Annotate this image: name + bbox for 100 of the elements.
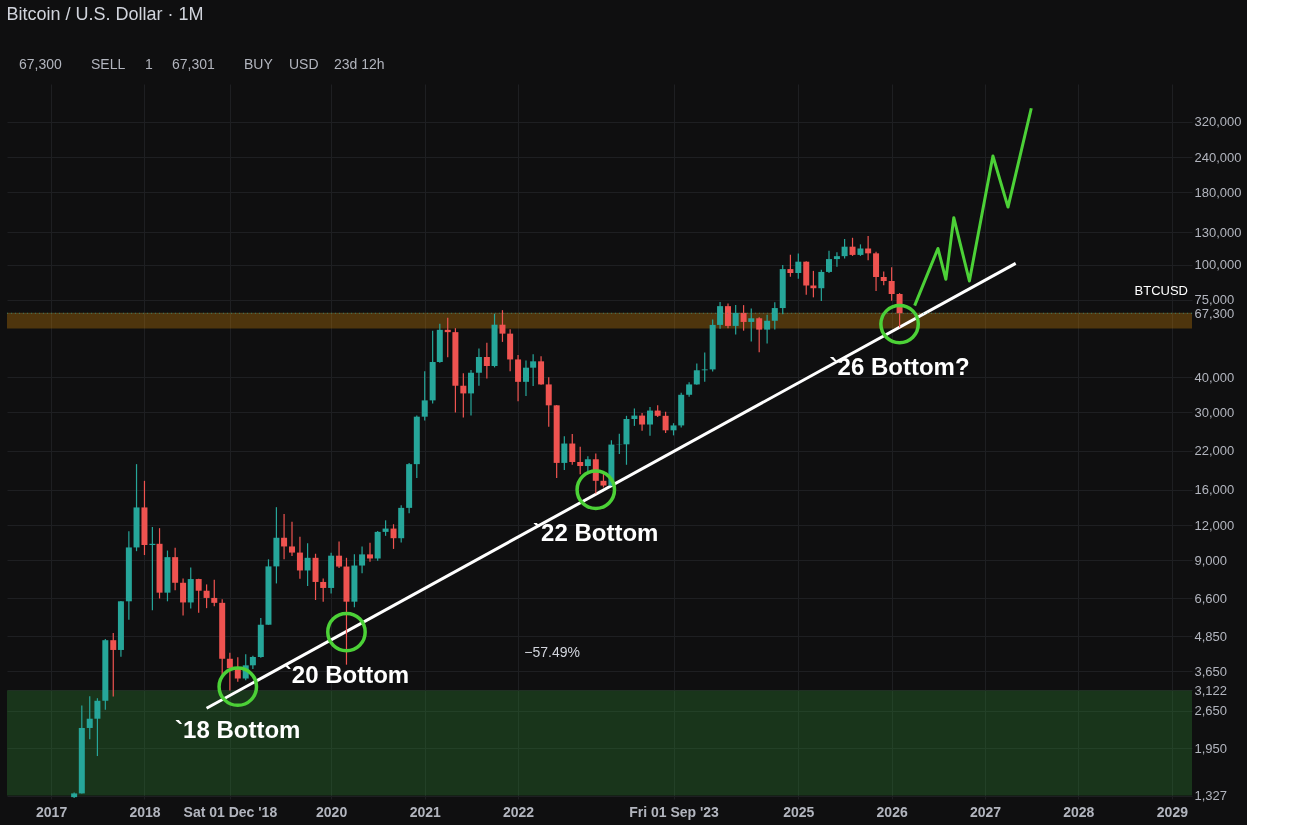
candlestick <box>756 316 763 353</box>
candlestick <box>475 347 482 387</box>
y-tick-label: 22,000 <box>1194 443 1235 459</box>
y-tick-label: 320,000 <box>1194 114 1242 130</box>
y-tick-label: 2,650 <box>1194 703 1228 719</box>
candlestick <box>701 351 708 383</box>
candlestick <box>460 372 467 419</box>
point <box>879 303 921 345</box>
point <box>326 611 367 653</box>
y-tick-label: 9,000 <box>1194 552 1228 568</box>
candlestick <box>483 342 490 379</box>
candlestick <box>561 435 568 471</box>
candlestick <box>421 370 428 421</box>
candlestick <box>515 354 522 402</box>
candlestick <box>818 269 825 302</box>
candlestick <box>390 523 397 550</box>
annotation: `20 Bottom <box>283 661 410 689</box>
y-tick-label: 130,000 <box>1194 224 1242 240</box>
candlestick <box>717 301 724 330</box>
y-tick-label: 12,000 <box>1194 517 1235 533</box>
annotation: `26 Bottom? <box>829 353 970 381</box>
candlestick <box>873 251 880 292</box>
annotation: `22 Bottom <box>533 518 659 546</box>
candlestick <box>187 566 194 610</box>
line-series <box>913 106 1033 308</box>
candlestick <box>616 433 623 455</box>
candlestick <box>289 521 296 557</box>
text: 67,301 <box>172 56 216 72</box>
candlestick <box>211 579 218 607</box>
point <box>575 469 617 511</box>
candlestick <box>359 545 366 574</box>
candlestick <box>203 583 210 609</box>
candlestick <box>888 266 895 302</box>
x-tick-label: 2022 <box>502 803 535 820</box>
candlestick <box>94 697 101 757</box>
x-tick-label: 2017 <box>36 803 68 820</box>
x-tick-label: Fri 01 Sep '23 <box>629 803 720 820</box>
candlestick <box>849 237 856 257</box>
y-tick-label: 40,000 <box>1194 369 1235 385</box>
x-tick-label: 2028 <box>1063 803 1095 820</box>
y-tick-label: 1,327 <box>1194 788 1228 804</box>
candlestick <box>833 251 840 268</box>
candlestick <box>530 353 537 387</box>
ref-line-label: BTCUSD <box>1134 283 1188 299</box>
candlestick <box>538 355 545 386</box>
candlestick <box>787 254 794 278</box>
text: USD <box>289 56 319 72</box>
candlestick <box>577 446 584 475</box>
candlestick <box>826 250 832 274</box>
candlestick <box>725 302 731 329</box>
candlestick <box>771 301 778 331</box>
candlestick <box>740 304 747 332</box>
candlestick <box>296 536 303 580</box>
x-tick-label: 2027 <box>969 803 1002 820</box>
candlestick <box>195 578 202 614</box>
candlestick <box>499 309 506 343</box>
candlestick <box>732 304 739 336</box>
candlestick <box>336 540 343 569</box>
x-tick-label: 2018 <box>129 803 161 820</box>
y-tick-label: 1,950 <box>1194 740 1228 756</box>
candlestick <box>795 252 802 280</box>
annotation: `18 Bottom <box>175 715 301 743</box>
y-tick-label: 240,000 <box>1194 149 1242 165</box>
candlestick <box>841 238 848 260</box>
y-tick-label: 75,000 <box>1194 292 1235 308</box>
y-tick-label: 3,650 <box>1194 663 1228 679</box>
candlestick <box>810 270 817 298</box>
chart-title: Bitcoin / U.S. Dollar · 1M <box>6 4 204 24</box>
y-tick-label: 180,000 <box>1194 184 1242 200</box>
x-tick-label: 2026 <box>876 803 908 820</box>
candlestick <box>367 542 373 563</box>
candlestick <box>320 577 327 603</box>
candlestick <box>865 235 872 261</box>
text: 1 <box>145 56 153 72</box>
text: 67,300 <box>19 56 63 72</box>
text: 23d 12h <box>334 56 385 72</box>
candlestick <box>569 433 576 466</box>
point <box>217 666 259 708</box>
y-tick-label: 16,000 <box>1194 482 1235 498</box>
x-tick-label: 2029 <box>1156 803 1189 820</box>
x-tick-label: 2020 <box>316 803 348 820</box>
candlestick <box>545 376 552 428</box>
y-tick-label: 100,000 <box>1194 257 1242 273</box>
candlestick <box>468 369 474 416</box>
candlestick <box>764 314 771 345</box>
candlestick <box>693 362 700 386</box>
x-tick-label: 2025 <box>783 803 815 820</box>
candlestick <box>304 542 311 587</box>
text: BUY <box>244 56 274 72</box>
y-tick-label: 4,850 <box>1194 628 1228 644</box>
text: SELL <box>91 56 126 72</box>
candlestick <box>803 260 810 296</box>
y-tick-label: 3,122 <box>1194 682 1228 698</box>
band-label: −57.49% <box>524 644 580 661</box>
y-tick-label: 30,000 <box>1194 404 1235 420</box>
candlestick <box>281 513 288 560</box>
candlestick <box>662 411 669 434</box>
candlestick <box>180 577 187 617</box>
candlestick <box>86 695 93 740</box>
y-tick-label: 67,300 <box>1194 305 1235 321</box>
